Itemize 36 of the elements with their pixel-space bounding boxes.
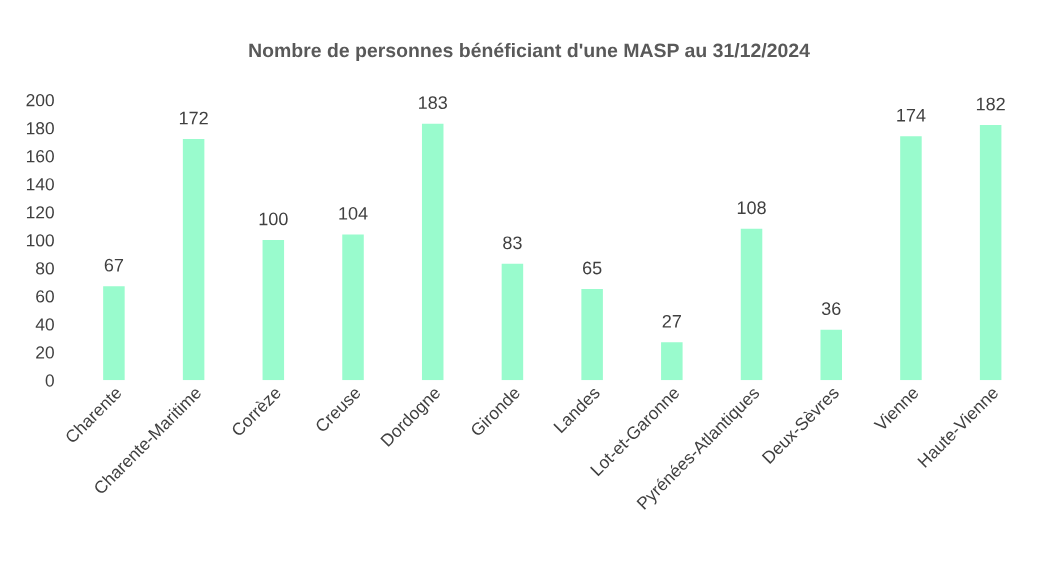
- bar: [342, 234, 364, 381]
- y-tick-label: 40: [35, 318, 54, 331]
- data-label: 182: [976, 97, 1005, 111]
- y-tick-label: 20: [36, 346, 54, 359]
- y-tick-label: 120: [26, 206, 54, 219]
- data-label: 83: [503, 236, 522, 250]
- y-tick-label: 60: [36, 290, 54, 303]
- data-label: 104: [339, 206, 368, 220]
- data-label: 36: [821, 302, 841, 316]
- bar: [900, 136, 922, 381]
- bar: [581, 289, 603, 381]
- bar: [421, 123, 444, 381]
- bar: [820, 329, 842, 381]
- y-tick-label: 100: [26, 234, 54, 247]
- data-label: 100: [259, 212, 288, 226]
- bar: [740, 228, 763, 381]
- bar: [501, 263, 524, 381]
- data-label: 172: [179, 111, 208, 125]
- data-label: 183: [419, 96, 447, 110]
- y-tick-label: 0: [45, 374, 54, 387]
- data-label: 174: [897, 109, 926, 122]
- bar: [103, 286, 125, 381]
- bar: [262, 240, 285, 381]
- bar: [979, 125, 1002, 381]
- y-tick-label: 180: [26, 122, 54, 135]
- bar: [661, 342, 683, 381]
- y-tick-label: 80: [36, 262, 54, 275]
- bar: [182, 139, 205, 381]
- chart-title: Nombre de personnes bénéficiant d'une MASP au 31/12/2024: [249, 42, 810, 62]
- data-label: 27: [662, 314, 681, 328]
- data-label: 65: [583, 261, 602, 275]
- y-tick-label: 200: [26, 94, 54, 107]
- y-tick-label: 160: [26, 150, 54, 163]
- y-tick-label: 140: [26, 178, 54, 191]
- data-label: 108: [737, 201, 766, 215]
- data-label: 67: [104, 258, 124, 272]
